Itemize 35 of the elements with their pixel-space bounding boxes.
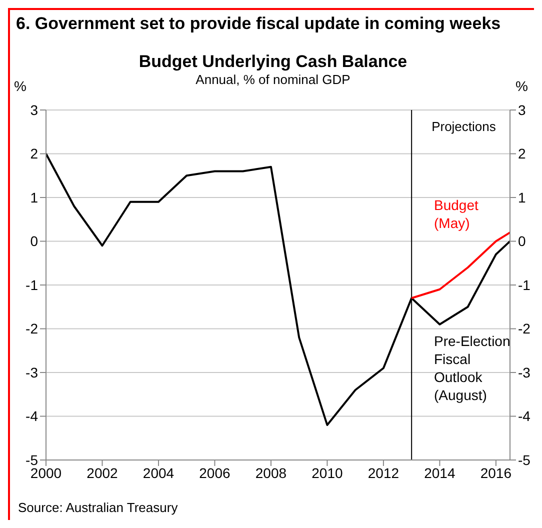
y2-tick-label: -1 xyxy=(518,276,531,293)
y2-tick-label: -3 xyxy=(518,364,531,380)
x-tick-label: 2008 xyxy=(255,464,287,481)
y-tick-label: 1 xyxy=(30,189,38,206)
y2-tick-label: 3 xyxy=(518,102,526,118)
y2-tick-label: -2 xyxy=(518,320,531,337)
source-note: Source: Australian Treasury xyxy=(18,500,178,515)
y-axis-title: % xyxy=(14,78,26,94)
y2-tick-label: 0 xyxy=(518,233,526,250)
y-tick-label: -1 xyxy=(26,276,38,293)
x-tick-label: 2016 xyxy=(480,464,512,481)
x-tick-label: 2010 xyxy=(312,464,343,481)
y-tick-label: 2 xyxy=(30,146,38,162)
x-tick-label: 2012 xyxy=(368,464,400,481)
line-series xyxy=(410,232,510,300)
y2-tick-label: -4 xyxy=(518,408,531,424)
y-tick-label: -4 xyxy=(26,408,38,424)
y-tick-label: -2 xyxy=(26,320,38,337)
y2-axis-title: % xyxy=(516,78,528,94)
y-tick-label: -3 xyxy=(26,364,38,380)
x-tick-label: 2004 xyxy=(142,464,174,481)
y-tick-label: 0 xyxy=(30,233,38,250)
series-label: Pre-Election Fiscal Outlook (August) xyxy=(434,332,512,404)
x-tick-label: 2014 xyxy=(424,464,456,481)
y2-tick-label: 1 xyxy=(518,189,526,206)
chart-subtitle: Annual, % of nominal GDP xyxy=(196,72,350,87)
x-tick-label: 2006 xyxy=(199,464,231,481)
text: 6. Government set to provide fiscal update in coming weeks xyxy=(16,14,501,34)
ref-line-label: Projections xyxy=(432,119,496,134)
series-label: Budget (May) xyxy=(434,196,480,232)
y2-tick-label: -5 xyxy=(518,452,531,468)
y2-tick-label: 2 xyxy=(518,146,526,162)
x-tick-label: 2002 xyxy=(86,464,118,481)
y-tick-label: 3 xyxy=(30,102,38,118)
chart-title: Budget Underlying Cash Balance xyxy=(138,52,408,72)
